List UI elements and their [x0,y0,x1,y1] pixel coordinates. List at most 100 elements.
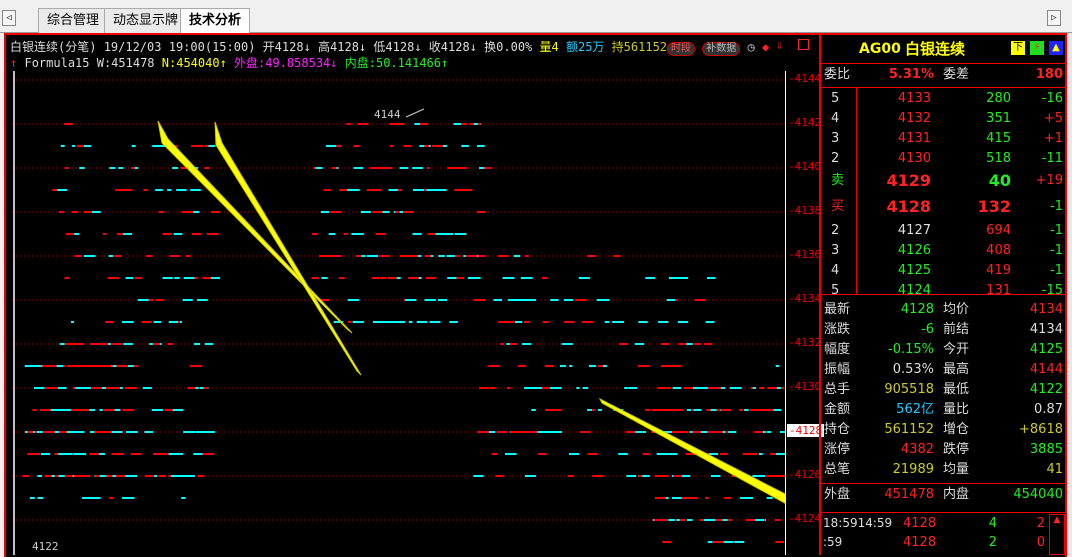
pin-icon[interactable]: ⇩ [776,38,784,52]
tick-mark [372,211,383,213]
alert-icon[interactable]: ◆ [761,40,770,54]
tick-mark [537,431,544,433]
stat-label: 金额 [824,402,851,417]
tick-mark [466,189,473,191]
ask-row: 2 4130 518 -11 [821,149,1067,169]
tick-scrollbar[interactable]: ▲ [1049,514,1065,555]
tick-mark [211,277,221,279]
tick-mark [107,277,116,279]
tick-mark [767,387,777,389]
tick-mark [491,453,498,455]
down-icon[interactable]: 下 [1011,41,1025,55]
tick-mark [379,211,390,213]
tick-mark [753,475,765,477]
tick-mark [390,321,398,323]
flash-icon[interactable]: ⚡ [1030,41,1044,55]
level: 2 [831,151,840,166]
tick-mark [73,453,83,455]
scroll-left-button[interactable]: ◁ [2,10,16,26]
tick-mark [171,475,180,477]
tick-mark [753,431,763,433]
tick-mark [775,365,780,367]
tab-comprehensive[interactable]: 综合管理 [38,8,109,33]
tick-mark [313,167,317,169]
close: 收4128 [428,40,470,54]
tick-mark [193,211,200,213]
stat-value: 0.87 [1034,402,1063,417]
tick-mark [672,387,682,389]
high-marker: 4144 [374,108,401,121]
tick-mark [122,321,134,323]
tick-mark [72,145,76,147]
tick-mark [29,497,35,499]
tick-mark [575,299,587,301]
tick-mark [27,453,36,455]
tick-mark [672,409,684,411]
tick-mark [638,321,648,323]
tick-mark [131,167,135,169]
tick-mark [396,321,406,323]
tick-mark [61,409,72,411]
scroll-up-icon[interactable]: ▲ [1053,515,1061,525]
tick-mark [103,431,112,433]
period-button[interactable]: 时段 [667,42,696,56]
tick-mark [713,431,723,433]
tick-mark [122,497,126,499]
tick-mark [357,123,369,125]
tick-mark [377,167,386,169]
tick-mark [352,321,364,323]
tick-mark [569,365,573,367]
stat-value: 4122 [1029,382,1063,397]
window-toggle-icon[interactable] [798,39,809,50]
tick-mark [387,277,397,279]
up-icon[interactable]: ▲ [1049,41,1063,55]
tick-mark [113,365,124,367]
tick-mark [56,365,64,367]
tick-mark [40,365,51,367]
tick-mark [545,409,555,411]
stat-value: 0.53% [892,362,934,377]
tick-mark [559,365,565,367]
stat-value: 41 [1046,462,1063,477]
tick-mark [399,255,409,257]
tick-mark [66,475,74,477]
tick-mark [125,233,131,235]
tick-mark [604,321,610,323]
tick-mark [658,475,669,477]
tick-mark [94,365,99,367]
tick-mark [654,519,667,521]
tick-mark [597,365,604,367]
tab-technical-analysis[interactable]: 技术分析 [180,8,251,33]
tick-mark [106,387,115,389]
clock-icon[interactable]: ◷ [747,40,755,54]
indicator-name[interactable]: Formula15 [24,56,90,70]
fill-data-button[interactable]: 补数据 [702,42,741,56]
tab-dynamic-board[interactable]: 动态显示牌 [104,8,188,33]
arrow-up-icon: ↑ [219,56,227,70]
tick-mark [706,409,711,411]
tick-mark [88,365,100,367]
tick-mark [727,519,732,521]
window-scrollbar[interactable] [1067,33,1072,557]
tick-mark [53,475,59,477]
tick-mark [197,299,208,301]
high: 高4128 [318,40,359,54]
bid-price: 4128 [886,197,931,216]
tick-chart[interactable]: 4144 4122 [12,71,785,555]
tick-mark [144,431,154,433]
scroll-right-button[interactable]: ▷ [1047,10,1061,26]
stat-label: 总笔 [824,462,851,477]
tick-mark [56,387,67,389]
tick-mark [413,189,425,191]
outer-value: 451478 [884,487,934,502]
tick-row: :59 4128 2 0 [821,533,1067,552]
tick-mark [374,189,382,191]
tick-mark [642,453,650,455]
tick-mark [408,321,413,323]
tick-mark [724,497,731,499]
tick-mark [315,167,323,169]
tick-mark [331,167,337,169]
tick-mark [97,453,105,455]
tick-mark [59,431,68,433]
tick-mark [618,343,628,345]
